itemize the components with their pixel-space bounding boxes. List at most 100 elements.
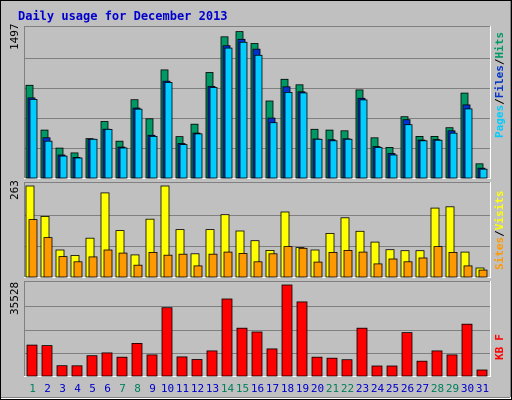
bar-sites-day-29	[448, 251, 458, 278]
bar-kb-f-day-8	[131, 342, 143, 377]
bar-sites-day-6	[103, 249, 113, 278]
bar-sites-day-31	[478, 269, 488, 278]
bar-pages-day-13	[209, 87, 218, 179]
top-ymax-label: 1497	[8, 24, 21, 51]
bar-kb-f-day-25	[386, 365, 398, 377]
x-axis-labels: 1 2 3 4 5 6 7 8 9 10 11 12 13 14 15 16 17 18 19 20 21 22 23 24 2…	[29, 382, 489, 395]
bar-sites-day-7	[118, 252, 128, 278]
bar-sites-day-13	[208, 253, 218, 278]
legend-sep-1: /	[493, 98, 506, 105]
bar-kb-f-day-30	[461, 323, 473, 377]
chart-title: Daily usage for December 2013	[18, 9, 228, 23]
x-label-day-13: 13	[206, 382, 219, 395]
bar-sites-day-14	[223, 251, 233, 278]
bar-sites-day-12	[193, 265, 203, 278]
bar-pages-day-22	[344, 138, 353, 179]
legend-sep-3: /	[493, 230, 506, 237]
bar-kb-f-day-13	[206, 350, 218, 377]
x-label-day-1: 1	[29, 382, 36, 395]
legend-sep-2: /	[493, 58, 506, 65]
bar-sites-day-17	[268, 253, 278, 278]
bar-kb-f-day-23	[356, 327, 368, 377]
bar-kb-f-day-24	[371, 365, 383, 377]
x-label-day-10: 10	[161, 382, 174, 395]
bar-pages-day-30	[464, 108, 473, 179]
bar-pages-day-28	[434, 139, 443, 179]
bar-sites-day-26	[403, 261, 413, 278]
panel-top	[24, 26, 491, 179]
bar-kb-f-day-6	[101, 352, 113, 377]
x-label-day-30: 30	[461, 382, 474, 395]
bar-kb-f-day-19	[296, 301, 308, 377]
bar-pages-day-23	[359, 99, 368, 179]
x-label-day-16: 16	[251, 382, 264, 395]
svg-text:KBF: KB F	[493, 334, 506, 360]
bar-kb-f-day-10	[161, 307, 173, 377]
x-label-day-6: 6	[104, 382, 111, 395]
bar-kb-f-day-22	[341, 359, 353, 377]
x-label-day-2: 2	[44, 382, 51, 395]
bar-sites-day-11	[178, 253, 188, 278]
bar-sites-day-8	[133, 264, 143, 278]
svg-text:Pages/Files/Hits: Pages/Files/Hits	[493, 32, 506, 138]
bar-kb-f-day-7	[116, 356, 128, 377]
bar-sites-day-3	[58, 256, 68, 278]
bottom-ymax-label: 35528	[8, 282, 21, 315]
bar-sites-day-24	[373, 263, 383, 278]
x-label-day-29: 29	[446, 382, 459, 395]
bar-kb-f-day-18	[281, 284, 293, 377]
bar-pages-day-9	[149, 135, 158, 179]
bar-sites-day-30	[463, 265, 473, 278]
bar-sites-day-2	[43, 237, 53, 278]
bar-sites-day-5	[88, 256, 98, 278]
x-label-day-14: 14	[221, 382, 235, 395]
bar-kb-f-day-11	[176, 356, 188, 377]
bar-sites-day-16	[253, 261, 263, 278]
bar-kb-f-day-31	[476, 369, 488, 377]
middle-legend: Sites/Visits	[493, 191, 506, 271]
bar-sites-day-18	[283, 246, 293, 278]
x-label-day-3: 3	[59, 382, 66, 395]
bar-pages-day-31	[479, 168, 488, 179]
bar-kb-f-day-17	[266, 348, 278, 377]
bar-sites-day-22	[343, 249, 353, 278]
bar-sites-day-20	[313, 261, 323, 278]
x-label-day-27: 27	[416, 382, 429, 395]
x-label-day-28: 28	[431, 382, 444, 395]
bar-kb-f-day-5	[86, 355, 98, 377]
bar-kb-f-day-29	[446, 354, 458, 377]
bar-kb-f-day-2	[41, 345, 53, 377]
bar-sites-day-1	[28, 219, 38, 278]
bar-pages-day-19	[299, 92, 308, 179]
bar-pages-day-15	[239, 41, 248, 179]
bar-pages-day-16	[254, 54, 263, 179]
bar-kb-f-day-4	[71, 365, 83, 377]
x-label-day-21: 21	[326, 382, 339, 395]
bar-kb-f-day-9	[146, 354, 158, 377]
x-label-day-15: 15	[236, 382, 249, 395]
x-label-day-24: 24	[371, 382, 385, 395]
bar-pages-day-14	[224, 47, 233, 179]
x-label-day-9: 9	[149, 382, 156, 395]
x-label-day-25: 25	[386, 382, 399, 395]
bar-pages-day-4	[74, 157, 83, 179]
x-label-day-22: 22	[341, 382, 354, 395]
bar-sites-day-10	[163, 254, 173, 278]
bar-pages-day-12	[194, 133, 203, 179]
legend-hits: Hits	[493, 32, 506, 59]
bar-sites-day-21	[328, 251, 338, 278]
bar-pages-day-27	[419, 140, 428, 179]
bar-kb-f-day-16	[251, 331, 263, 377]
x-label-day-20: 20	[311, 382, 324, 395]
bar-pages-day-2	[44, 140, 53, 179]
bar-sites-day-28	[433, 246, 443, 278]
x-label-day-31: 31	[476, 382, 489, 395]
legend-visits: Visits	[493, 191, 506, 231]
bar-pages-day-8	[134, 108, 143, 179]
bar-kb-f-day-1	[26, 344, 38, 377]
svg-text:Sites/Visits: Sites/Visits	[493, 191, 506, 271]
bar-sites-day-15	[238, 253, 248, 278]
panel-middle	[24, 182, 491, 278]
bar-pages-day-7	[119, 147, 128, 179]
bar-pages-day-21	[329, 140, 338, 179]
